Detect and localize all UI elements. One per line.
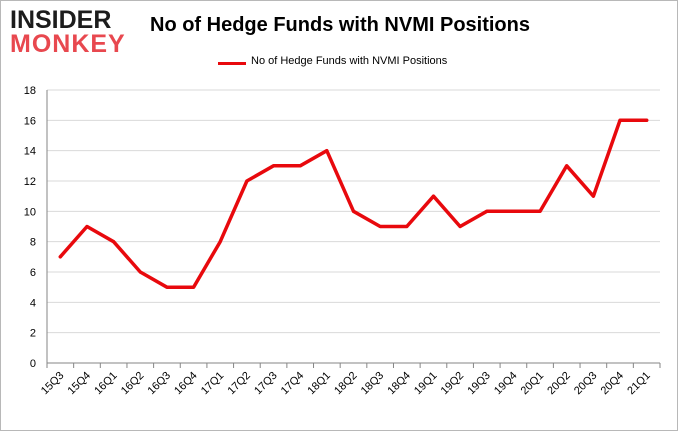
logo-text-insider: INSIDER [10, 6, 112, 34]
x-tick-label: 17Q4 [279, 370, 307, 398]
series-line-nvmi [58, 118, 649, 289]
x-tick-label: 20Q2 [545, 370, 573, 398]
data-point [458, 225, 462, 228]
data-point [591, 194, 595, 198]
data-point [58, 255, 62, 259]
x-tick-label: 16Q1 [92, 370, 120, 398]
y-tick-label: 2 [30, 328, 36, 340]
data-point [112, 240, 116, 244]
data-point [538, 209, 542, 213]
x-tick-label: 18Q2 [332, 370, 360, 398]
x-tick-label: 18Q1 [305, 370, 333, 398]
y-tick-label: 14 [24, 146, 36, 158]
data-point [352, 209, 355, 213]
y-tick-label: 10 [24, 206, 36, 218]
x-tick-label: 16Q3 [146, 370, 174, 398]
data-point [618, 118, 622, 122]
y-tick-label: 6 [30, 267, 36, 279]
y-tick-label: 8 [30, 237, 36, 249]
data-point [192, 285, 196, 289]
insider-monkey-logo: INSIDER MONKEY [10, 8, 128, 58]
y-tick-label: 0 [30, 358, 36, 370]
x-tick-label: 19Q4 [492, 370, 520, 398]
data-point [485, 209, 489, 213]
x-tick-label: 15Q3 [39, 370, 67, 398]
x-tick-label: 20Q1 [519, 370, 547, 398]
y-tick-label: 4 [30, 297, 36, 309]
data-point [272, 164, 276, 168]
x-tick-label: 15Q4 [66, 370, 94, 398]
logo-text-monkey: MONKEY [10, 30, 126, 58]
x-tick-label: 19Q3 [465, 370, 493, 398]
x-tick-label: 18Q4 [385, 370, 413, 398]
legend-line-swatch [218, 62, 246, 65]
x-tick-label: 19Q1 [412, 370, 440, 398]
chart-title: No of Hedge Funds with NVMI Positions [150, 14, 530, 36]
y-tick-label: 12 [24, 176, 36, 188]
legend-label: No of Hedge Funds with NVMI Positions [251, 55, 448, 67]
data-point [138, 270, 142, 274]
data-point [378, 225, 382, 228]
data-point [511, 209, 515, 213]
x-tick-label: 17Q1 [199, 370, 227, 398]
x-tick-label: 17Q3 [252, 370, 280, 398]
x-tick-label: 17Q2 [225, 370, 253, 398]
x-tick-label: 16Q2 [119, 370, 147, 398]
data-point [565, 164, 569, 168]
data-point [165, 285, 169, 289]
x-tick-label: 19Q2 [439, 370, 467, 398]
data-point [645, 118, 649, 122]
x-tick-label: 20Q3 [572, 370, 600, 398]
data-point [245, 179, 249, 183]
x-tick-label: 16Q4 [172, 370, 200, 398]
data-point [298, 164, 302, 168]
x-tick-label: 20Q4 [599, 370, 627, 398]
data-point [85, 225, 89, 228]
x-tick-label: 21Q1 [625, 370, 653, 398]
data-point [325, 149, 329, 153]
data-point [405, 225, 409, 228]
y-tick-label: 16 [24, 115, 36, 127]
y-tick-label: 18 [24, 85, 36, 97]
data-point [431, 194, 435, 198]
data-point [218, 240, 222, 244]
x-tick-label: 18Q3 [359, 370, 387, 398]
